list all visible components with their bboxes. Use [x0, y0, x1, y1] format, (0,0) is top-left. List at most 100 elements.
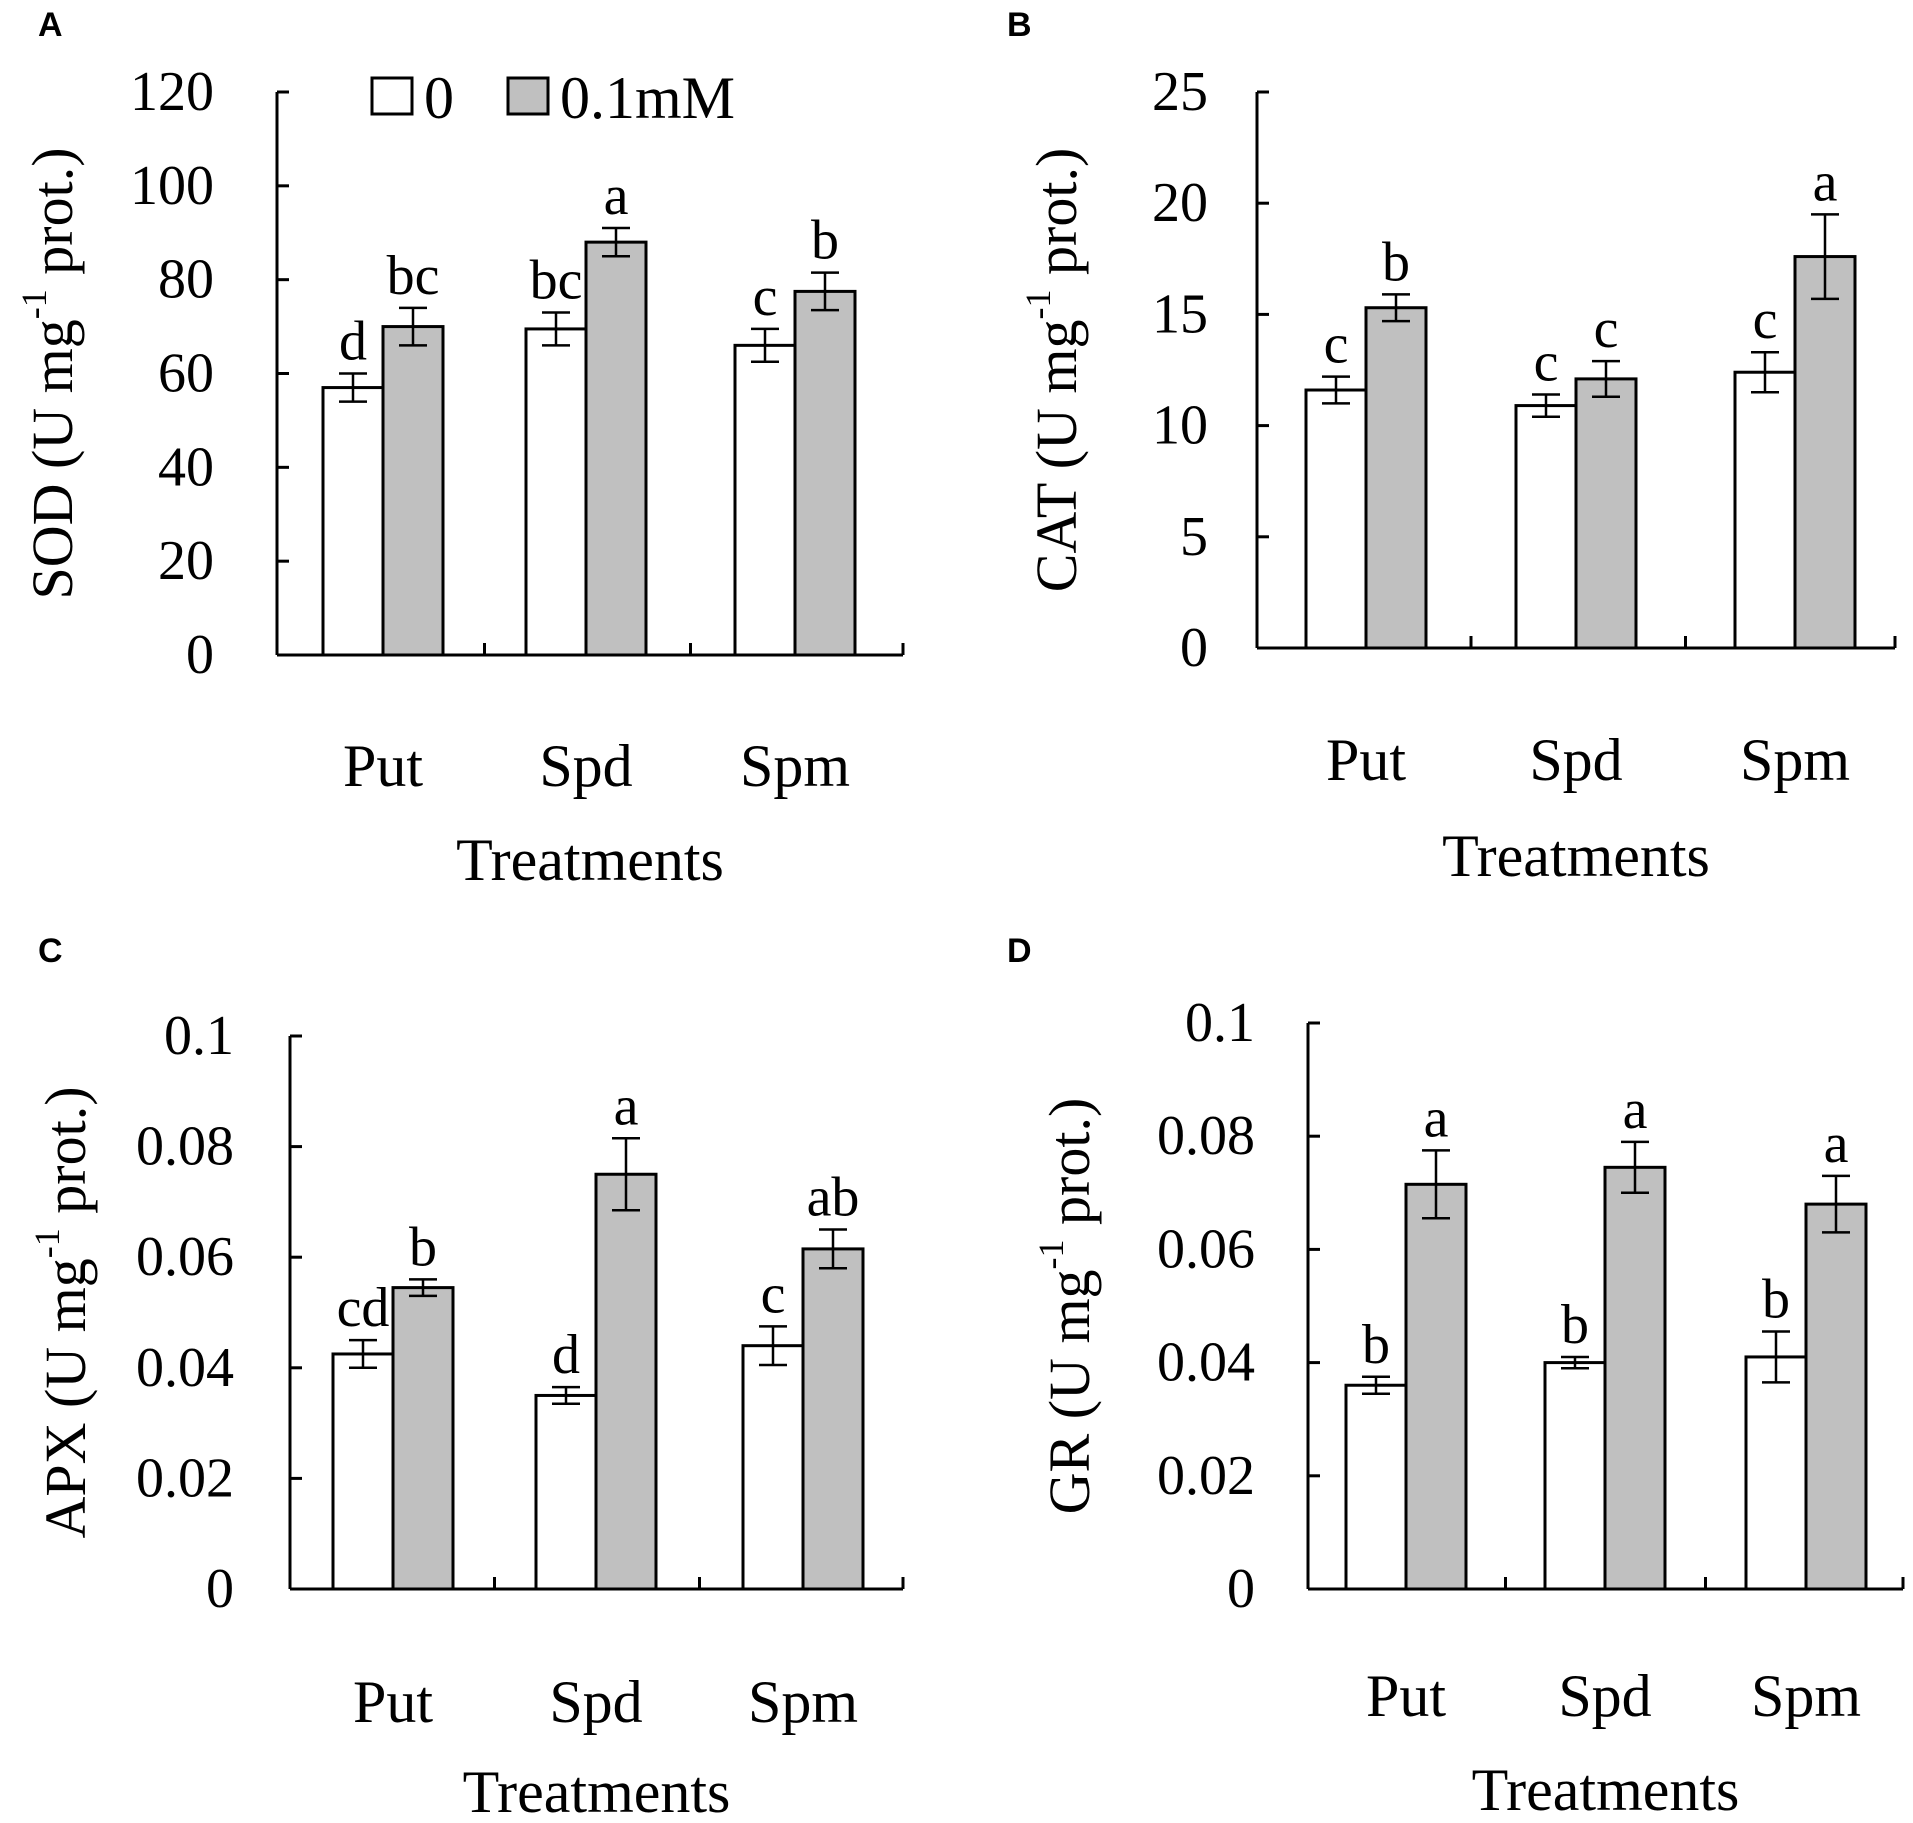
x-tick-label: Spm	[1740, 727, 1850, 793]
significance-label: a	[604, 165, 629, 227]
legend: 0 0.1mM	[370, 65, 735, 131]
bar-treated-put	[381, 325, 445, 657]
y-tick-label: 0.02	[136, 1447, 234, 1509]
significance-label: c	[1534, 331, 1559, 393]
y-axis-title: APX (U mg-1 prot.)	[27, 1086, 98, 1538]
bar-control-spd	[1543, 1361, 1607, 1591]
y-tick-label: 0.08	[136, 1116, 234, 1178]
y-axis-title-main: GR (U mg	[1037, 1269, 1102, 1514]
significance-label: a	[1424, 1087, 1449, 1149]
y-tick-label: 0.08	[1157, 1105, 1255, 1167]
x-tick-label: Spd	[549, 1669, 642, 1735]
bar-treated-spm	[1793, 255, 1857, 650]
x-tick-label: Spm	[1751, 1663, 1861, 1729]
bar-treated-spd	[1603, 1165, 1667, 1591]
panel-b: B0510152025cbPutccSpdcaSpmTreatmentsCAT …	[1007, 6, 1897, 889]
y-tick-label: 0	[1180, 617, 1208, 679]
y-axis-title-superscript: -1	[14, 289, 54, 319]
y-tick-label: 0.06	[1157, 1218, 1255, 1280]
significance-label: b	[811, 210, 839, 272]
y-tick-label: 80	[158, 249, 214, 311]
y-tick-label: 0	[186, 624, 214, 686]
panel-letter: A	[38, 6, 63, 44]
x-tick-label: Put	[1366, 1663, 1446, 1729]
bar-control-spm	[1733, 370, 1797, 650]
bar-control-spd	[1514, 404, 1578, 650]
bar-control-spm	[1744, 1355, 1808, 1591]
y-axis-title-superscript: -1	[1031, 1239, 1071, 1269]
x-tick-label: Put	[353, 1669, 433, 1735]
significance-label: b	[1561, 1294, 1589, 1356]
y-tick-label: 5	[1180, 506, 1208, 568]
y-tick-label: 25	[1152, 61, 1208, 123]
bar-control-spd	[524, 327, 588, 657]
panel-letter: D	[1007, 932, 1032, 970]
bar-treated-spm	[1804, 1202, 1868, 1591]
y-axis-title-main: APX (U mg	[33, 1258, 98, 1538]
y-tick-label: 0.02	[1157, 1445, 1255, 1507]
bar-control-spd	[534, 1393, 598, 1591]
x-tick-label: Spd	[1558, 1663, 1651, 1729]
x-axis-title: Treatments	[456, 827, 724, 893]
significance-label: b	[1382, 231, 1410, 293]
significance-label: c	[1324, 314, 1349, 376]
bar-control-spm	[733, 343, 797, 657]
significance-label: ab	[807, 1167, 860, 1229]
y-axis-title-tail: prot.)	[33, 1086, 98, 1228]
x-tick-label: Spm	[748, 1669, 858, 1735]
panel-a: A020406080100120dbcPutbcaSpdcbSpmTreatme…	[14, 6, 905, 893]
bar-treated-spd	[594, 1172, 658, 1591]
legend-swatch-control	[370, 76, 414, 116]
bar-treated-spd	[584, 240, 648, 657]
significance-label: a	[1623, 1079, 1648, 1141]
bar-treated-put	[391, 1286, 455, 1591]
x-tick-label: Put	[343, 733, 423, 799]
y-tick-label: 20	[1152, 172, 1208, 234]
bar-treated-put	[1404, 1182, 1468, 1591]
x-axis-title: Treatments	[463, 1759, 731, 1823]
bar-treated-spm	[801, 1247, 865, 1591]
significance-label: bc	[530, 250, 583, 312]
bar-treated-spd	[1574, 377, 1638, 650]
y-tick-label: 100	[130, 155, 214, 217]
significance-label: d	[552, 1324, 580, 1386]
bar-treated-put	[1364, 306, 1428, 650]
y-axis-title-tail: prot.)	[20, 147, 85, 289]
y-axis-title-main: CAT (U mg	[1024, 319, 1089, 592]
y-axis-title: GR (U mg-1 prot.)	[1031, 1098, 1102, 1515]
y-axis-title: SOD (U mg-1 prot.)	[14, 147, 85, 599]
y-tick-label: 0.1	[1185, 992, 1255, 1054]
y-tick-label: 0	[206, 1558, 234, 1620]
y-axis-title-superscript: -1	[27, 1228, 67, 1258]
significance-label: c	[761, 1263, 786, 1325]
y-tick-label: 10	[1152, 395, 1208, 457]
x-axis-title: Treatments	[1472, 1757, 1740, 1823]
y-tick-label: 15	[1152, 283, 1208, 345]
significance-label: b	[409, 1216, 437, 1278]
y-tick-label: 0	[1227, 1558, 1255, 1620]
x-tick-label: Spd	[1529, 727, 1622, 793]
significance-label: b	[1762, 1268, 1790, 1330]
bar-control-put	[321, 386, 385, 657]
bar-control-put	[331, 1352, 395, 1591]
legend-label-treated: 0.1mM	[560, 65, 735, 131]
y-axis-title-main: SOD (U mg	[20, 319, 85, 599]
significance-label: a	[614, 1075, 639, 1137]
bar-control-spm	[741, 1344, 805, 1591]
y-tick-label: 0.06	[136, 1226, 234, 1288]
y-tick-label: 60	[158, 343, 214, 405]
panel-letter: B	[1007, 6, 1032, 44]
x-tick-label: Put	[1326, 727, 1406, 793]
y-tick-label: 0.04	[1157, 1332, 1255, 1394]
significance-label: c	[1753, 289, 1778, 351]
bar-control-put	[1344, 1383, 1408, 1591]
significance-label: b	[1362, 1314, 1390, 1376]
x-axis-title: Treatments	[1442, 823, 1710, 889]
significance-label: a	[1813, 151, 1838, 213]
y-tick-label: 20	[158, 530, 214, 592]
y-axis-title-tail: prot.)	[1037, 1098, 1102, 1240]
y-tick-label: 40	[158, 436, 214, 498]
significance-label: c	[753, 266, 778, 328]
y-tick-label: 0.04	[136, 1337, 234, 1399]
y-tick-label: 120	[130, 61, 214, 123]
